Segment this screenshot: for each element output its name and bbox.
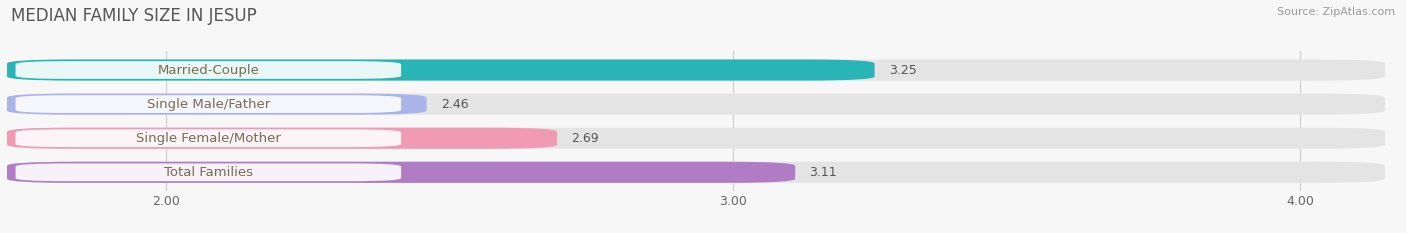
Text: 2.69: 2.69 xyxy=(571,132,599,145)
FancyBboxPatch shape xyxy=(7,59,875,81)
Text: Single Male/Father: Single Male/Father xyxy=(146,98,270,111)
Text: 2.46: 2.46 xyxy=(441,98,468,111)
Text: MEDIAN FAMILY SIZE IN JESUP: MEDIAN FAMILY SIZE IN JESUP xyxy=(11,7,257,25)
FancyBboxPatch shape xyxy=(7,93,1385,115)
Text: 3.25: 3.25 xyxy=(889,64,917,76)
FancyBboxPatch shape xyxy=(15,163,401,181)
FancyBboxPatch shape xyxy=(7,93,426,115)
FancyBboxPatch shape xyxy=(7,59,1385,81)
Text: Married-Couple: Married-Couple xyxy=(157,64,259,76)
FancyBboxPatch shape xyxy=(7,162,1385,183)
Text: Source: ZipAtlas.com: Source: ZipAtlas.com xyxy=(1277,7,1395,17)
FancyBboxPatch shape xyxy=(7,128,1385,149)
FancyBboxPatch shape xyxy=(15,129,401,147)
FancyBboxPatch shape xyxy=(15,95,401,113)
FancyBboxPatch shape xyxy=(7,128,557,149)
Text: 3.11: 3.11 xyxy=(810,166,837,179)
Text: Single Female/Mother: Single Female/Mother xyxy=(136,132,281,145)
FancyBboxPatch shape xyxy=(15,61,401,79)
FancyBboxPatch shape xyxy=(7,162,796,183)
Text: Total Families: Total Families xyxy=(165,166,253,179)
